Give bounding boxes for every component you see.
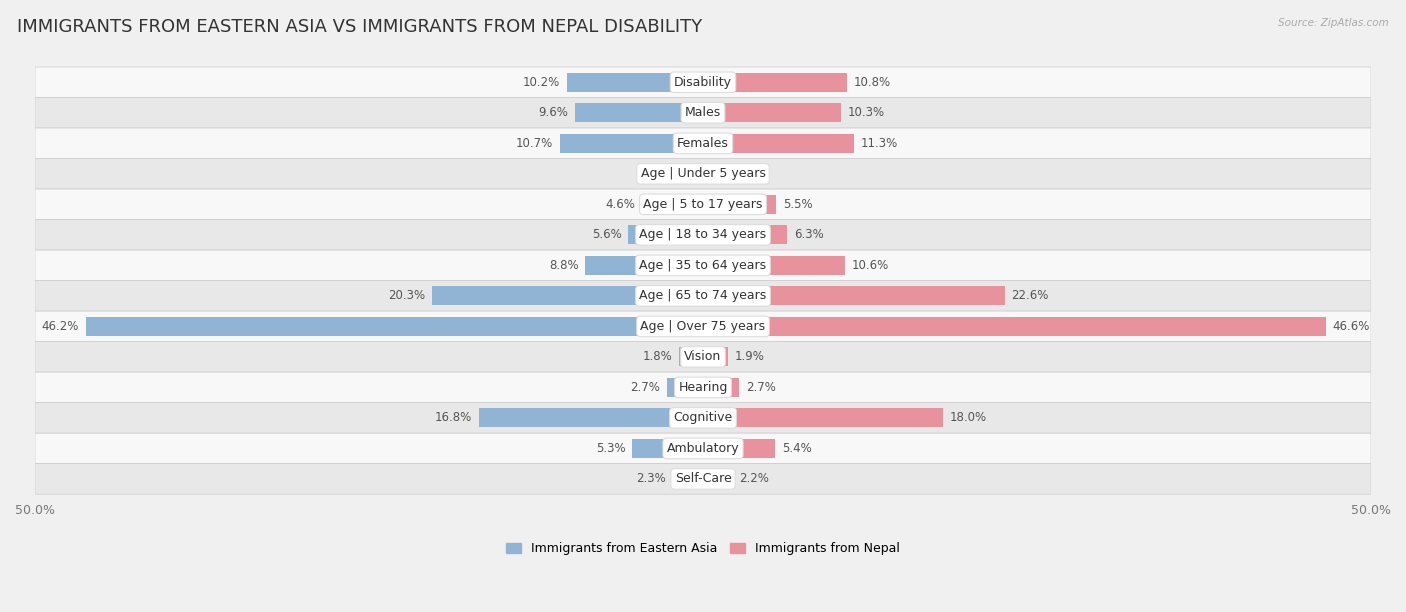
Text: Source: ZipAtlas.com: Source: ZipAtlas.com <box>1278 18 1389 28</box>
Text: 10.7%: 10.7% <box>516 137 554 150</box>
Bar <box>628 225 703 244</box>
Text: 9.6%: 9.6% <box>538 106 568 119</box>
Text: Disability: Disability <box>673 76 733 89</box>
Text: Age | 35 to 64 years: Age | 35 to 64 years <box>640 259 766 272</box>
Bar <box>703 378 740 397</box>
Bar <box>679 348 703 367</box>
Bar <box>703 286 1005 305</box>
Text: 6.3%: 6.3% <box>794 228 824 241</box>
Text: Self-Care: Self-Care <box>675 472 731 485</box>
Text: 2.7%: 2.7% <box>745 381 776 394</box>
Text: 16.8%: 16.8% <box>434 411 472 424</box>
Text: 1.0%: 1.0% <box>723 167 752 181</box>
Bar <box>703 348 728 367</box>
Text: Females: Females <box>678 137 728 150</box>
Text: 8.8%: 8.8% <box>550 259 579 272</box>
Text: 46.6%: 46.6% <box>1333 320 1369 333</box>
Bar <box>703 439 775 458</box>
Bar <box>560 134 703 153</box>
Bar <box>703 73 848 92</box>
FancyBboxPatch shape <box>35 159 1371 189</box>
Bar <box>567 73 703 92</box>
Text: Age | 65 to 74 years: Age | 65 to 74 years <box>640 289 766 302</box>
Bar <box>703 225 787 244</box>
FancyBboxPatch shape <box>35 250 1371 281</box>
Bar <box>478 408 703 427</box>
Text: 1.8%: 1.8% <box>643 351 672 364</box>
Text: Age | 18 to 34 years: Age | 18 to 34 years <box>640 228 766 241</box>
Text: 10.2%: 10.2% <box>523 76 560 89</box>
FancyBboxPatch shape <box>35 128 1371 159</box>
Text: 2.2%: 2.2% <box>740 472 769 485</box>
Text: 11.3%: 11.3% <box>860 137 898 150</box>
Bar <box>703 195 776 214</box>
FancyBboxPatch shape <box>35 97 1371 128</box>
Bar <box>666 378 703 397</box>
Bar <box>633 439 703 458</box>
Bar <box>703 317 1326 336</box>
Bar <box>703 469 733 488</box>
FancyBboxPatch shape <box>35 341 1371 372</box>
Bar <box>585 256 703 275</box>
Text: 10.3%: 10.3% <box>848 106 884 119</box>
Text: 4.6%: 4.6% <box>605 198 636 211</box>
Text: 1.0%: 1.0% <box>654 167 683 181</box>
FancyBboxPatch shape <box>35 311 1371 341</box>
Text: Age | Over 75 years: Age | Over 75 years <box>641 320 765 333</box>
Text: 5.4%: 5.4% <box>782 442 811 455</box>
Bar <box>703 134 853 153</box>
Text: 2.7%: 2.7% <box>630 381 661 394</box>
Text: 22.6%: 22.6% <box>1011 289 1049 302</box>
Bar <box>689 165 703 183</box>
Text: 10.6%: 10.6% <box>851 259 889 272</box>
Bar <box>672 469 703 488</box>
FancyBboxPatch shape <box>35 464 1371 494</box>
Text: Hearing: Hearing <box>678 381 728 394</box>
FancyBboxPatch shape <box>35 372 1371 403</box>
FancyBboxPatch shape <box>35 220 1371 250</box>
FancyBboxPatch shape <box>35 403 1371 433</box>
FancyBboxPatch shape <box>35 281 1371 311</box>
FancyBboxPatch shape <box>35 67 1371 97</box>
Bar <box>432 286 703 305</box>
Text: Ambulatory: Ambulatory <box>666 442 740 455</box>
Text: 5.3%: 5.3% <box>596 442 626 455</box>
Bar <box>86 317 703 336</box>
Bar <box>703 103 841 122</box>
Text: Males: Males <box>685 106 721 119</box>
Text: Vision: Vision <box>685 351 721 364</box>
FancyBboxPatch shape <box>35 433 1371 464</box>
Bar <box>703 408 943 427</box>
Text: IMMIGRANTS FROM EASTERN ASIA VS IMMIGRANTS FROM NEPAL DISABILITY: IMMIGRANTS FROM EASTERN ASIA VS IMMIGRAN… <box>17 18 702 36</box>
Text: 20.3%: 20.3% <box>388 289 425 302</box>
Text: 10.8%: 10.8% <box>853 76 891 89</box>
Text: Age | 5 to 17 years: Age | 5 to 17 years <box>644 198 762 211</box>
Text: Cognitive: Cognitive <box>673 411 733 424</box>
Bar <box>575 103 703 122</box>
Legend: Immigrants from Eastern Asia, Immigrants from Nepal: Immigrants from Eastern Asia, Immigrants… <box>501 537 905 561</box>
Text: 18.0%: 18.0% <box>950 411 987 424</box>
Text: 1.9%: 1.9% <box>735 351 765 364</box>
Text: Age | Under 5 years: Age | Under 5 years <box>641 167 765 181</box>
Text: 46.2%: 46.2% <box>42 320 79 333</box>
FancyBboxPatch shape <box>35 189 1371 220</box>
Bar <box>703 165 717 183</box>
Text: 5.5%: 5.5% <box>783 198 813 211</box>
Bar <box>703 256 845 275</box>
Bar <box>641 195 703 214</box>
Text: 5.6%: 5.6% <box>592 228 621 241</box>
Text: 2.3%: 2.3% <box>636 472 665 485</box>
